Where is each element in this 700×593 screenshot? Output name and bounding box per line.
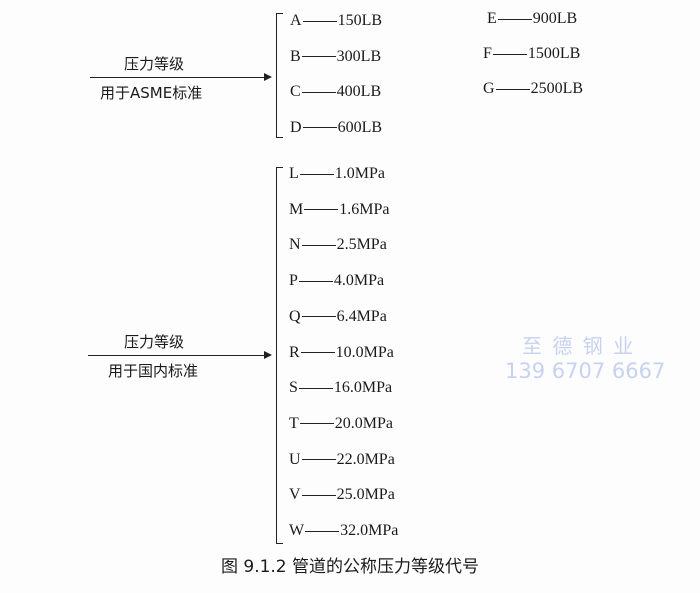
connector-line: [301, 316, 336, 318]
domestic-label-bottom: 用于国内标准: [108, 362, 199, 380]
class-code: R: [289, 343, 300, 361]
pressure-class-item: M 1.6MPa: [289, 201, 389, 219]
pressure-class-item: C 400LB: [290, 83, 381, 101]
class-code: A: [290, 12, 302, 29]
watermark-name: 至 德 钢 业: [522, 334, 636, 358]
class-value: 10.0MPa: [335, 343, 394, 361]
connector-line: [304, 209, 339, 211]
class-code: T: [289, 414, 299, 432]
class-value: 900LB: [532, 10, 578, 27]
class-value: 2.5MPa: [336, 236, 387, 254]
class-value: 150LB: [337, 12, 383, 29]
watermark-phone: 139 6707 6667: [505, 359, 666, 383]
class-code: E: [487, 10, 497, 27]
connector-line: [492, 53, 527, 55]
class-code: M: [289, 200, 304, 218]
pressure-class-item: N 2.5MPa: [289, 236, 387, 254]
connector-line: [495, 88, 530, 90]
pressure-class-item: G 2500LB: [483, 80, 583, 98]
connector-line: [300, 352, 335, 353]
connector-line: [497, 18, 532, 20]
class-value: 22.0MPa: [336, 450, 395, 468]
pressure-class-item: E 900LB: [487, 10, 577, 28]
class-value: 2500LB: [530, 80, 584, 97]
class-value: 1500LB: [527, 45, 581, 62]
pressure-class-item: V 25.0MPa: [289, 486, 395, 504]
figure-caption: 图 9.1.2 管道的公称压力等级代号: [220, 557, 480, 577]
domestic-arrow: [88, 351, 272, 359]
class-code: D: [290, 118, 302, 136]
connector-line: [305, 530, 340, 532]
class-code: F: [483, 45, 492, 62]
class-code: V: [289, 486, 301, 504]
domestic-bracket: [276, 167, 283, 544]
pressure-class-item: Q 6.4MPa: [289, 308, 387, 326]
class-value: 400LB: [336, 83, 382, 100]
class-value: 25.0MPa: [336, 486, 395, 504]
connector-line: [299, 173, 334, 175]
pressure-class-item: D 600LB: [290, 119, 382, 137]
class-code: Q: [289, 307, 301, 325]
connector-line: [299, 423, 334, 425]
class-code: P: [289, 272, 298, 290]
class-code: L: [289, 165, 299, 182]
domestic-label-top: 压力等级: [124, 333, 185, 351]
connector-line: [301, 244, 336, 246]
pressure-class-item: P 4.0MPa: [289, 272, 384, 290]
class-code: U: [289, 450, 301, 468]
class-value: 32.0MPa: [340, 522, 399, 539]
connector-line: [298, 280, 333, 282]
class-value: 4.0MPa: [333, 272, 385, 290]
connector-line: [301, 459, 336, 461]
class-code: B: [290, 47, 301, 65]
pressure-class-item: L 1.0MPa: [289, 165, 385, 183]
pressure-class-item: W 32.0MPa: [289, 522, 398, 540]
class-value: 1.6MPa: [339, 200, 390, 218]
class-value: 20.0MPa: [334, 414, 394, 432]
pressure-class-item: T 20.0MPa: [289, 415, 393, 433]
connector-line: [302, 20, 337, 22]
connector-line: [301, 494, 336, 496]
class-code: W: [289, 522, 305, 539]
class-value: 1.0MPa: [334, 165, 386, 182]
connector-line: [298, 387, 333, 389]
class-code: S: [289, 379, 298, 397]
class-code: G: [483, 80, 495, 97]
pressure-class-item: B 300LB: [290, 48, 381, 66]
asme-arrow: [90, 73, 272, 81]
class-value: 16.0MPa: [333, 379, 393, 397]
asme-bracket: [276, 13, 283, 138]
pressure-class-item: F 1500LB: [483, 45, 580, 63]
connector-line: [301, 91, 336, 93]
pressure-class-item: A 150LB: [290, 12, 382, 30]
class-value: 6.4MPa: [336, 307, 387, 325]
connector-line: [302, 127, 337, 128]
pressure-class-item: S 16.0MPa: [289, 379, 392, 397]
class-code: N: [289, 236, 301, 254]
connector-line: [301, 56, 336, 57]
class-value: 600LB: [337, 118, 383, 136]
pressure-class-item: R 10.0MPa: [289, 344, 394, 362]
pressure-class-item: U 22.0MPa: [289, 451, 395, 469]
class-code: C: [290, 83, 301, 100]
asme-label-bottom: 用于ASME标准: [100, 84, 203, 102]
class-value: 300LB: [336, 47, 382, 65]
asme-label-top: 压力等级: [124, 55, 185, 73]
